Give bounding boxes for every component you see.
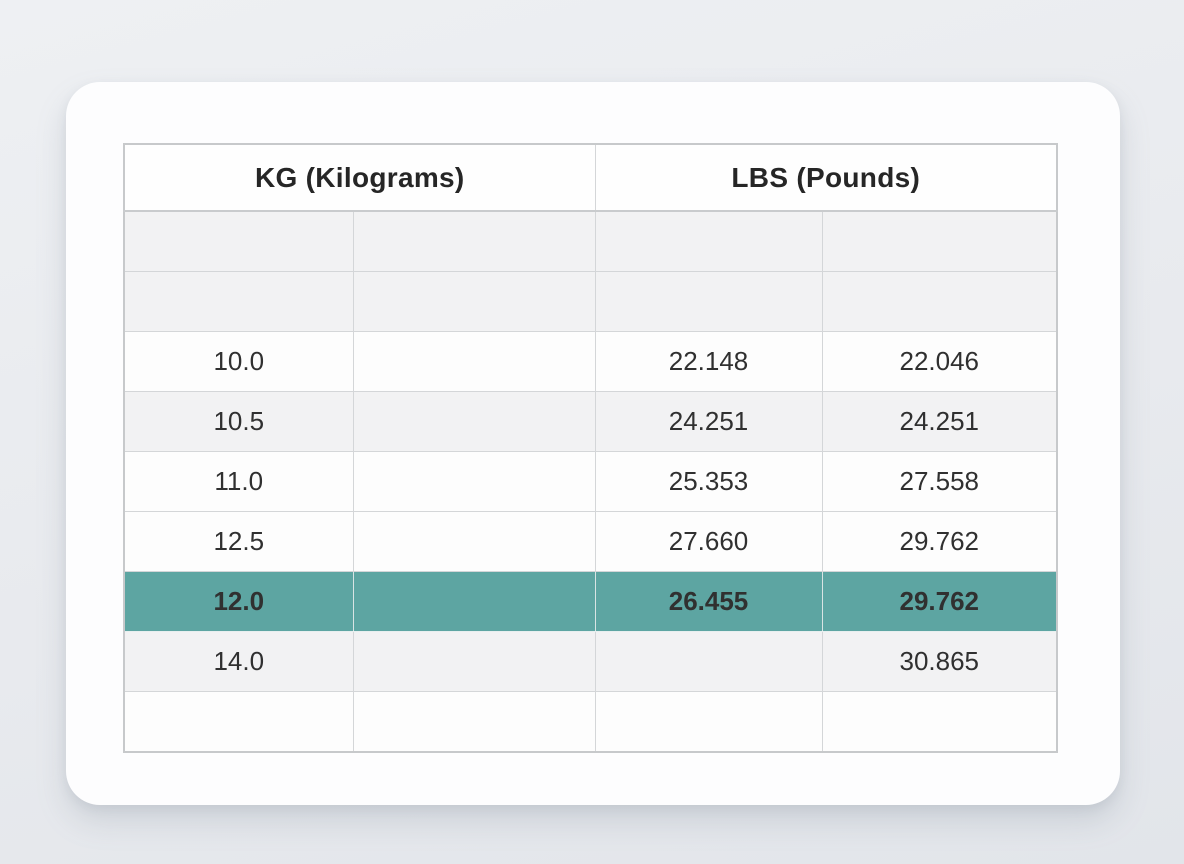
table-cell: 22.148 xyxy=(594,331,823,392)
table-cell xyxy=(352,511,596,572)
table-cell: 29.762 xyxy=(821,571,1058,632)
table-cell xyxy=(352,210,596,272)
table-cell: 10.0 xyxy=(123,331,354,392)
table-cell xyxy=(821,691,1058,753)
table-cell xyxy=(352,331,596,392)
table-cell xyxy=(821,271,1058,332)
table-cell xyxy=(352,391,596,452)
table-cell xyxy=(123,271,354,332)
conversion-card: KG (Kilograms) LBS (Pounds) 10.0 22.148 22… xyxy=(66,82,1120,805)
table-cell: 12.0 xyxy=(123,571,354,632)
table-cell xyxy=(594,631,823,692)
table-cell: 25.353 xyxy=(594,451,823,512)
table-row[interactable] xyxy=(123,691,1058,753)
table-cell xyxy=(352,631,596,692)
table-cell: 11.0 xyxy=(123,451,354,512)
table-row[interactable] xyxy=(123,271,1058,332)
table-cell: 26.455 xyxy=(594,571,823,632)
header-row: KG (Kilograms) LBS (Pounds) xyxy=(123,143,1058,212)
table-row[interactable]: 11.0 25.353 27.558 xyxy=(123,451,1058,512)
table-cell: 10.5 xyxy=(123,391,354,452)
table-cell xyxy=(352,271,596,332)
table-row[interactable]: 12.5 27.660 29.762 xyxy=(123,511,1058,572)
table-cell: 30.865 xyxy=(821,631,1058,692)
table-cell xyxy=(123,691,354,753)
table-cell xyxy=(123,210,354,272)
table-cell xyxy=(352,691,596,753)
table-cell: 27.558 xyxy=(821,451,1058,512)
table-body: 10.0 22.148 22.046 10.5 24.251 24.251 11.0 25.3… xyxy=(123,210,1058,753)
table-cell: 14.0 xyxy=(123,631,354,692)
table-header: KG (Kilograms) LBS (Pounds) xyxy=(123,143,1058,212)
lbs-header: LBS (Pounds) xyxy=(594,143,1058,212)
table-cell xyxy=(594,691,823,753)
table-cell: 24.251 xyxy=(821,391,1058,452)
table-cell: 22.046 xyxy=(821,331,1058,392)
table-cell: 24.251 xyxy=(594,391,823,452)
table-cell: 12.5 xyxy=(123,511,354,572)
table-row[interactable]: 10.5 24.251 24.251 xyxy=(123,391,1058,452)
table-row-highlighted[interactable]: 12.0 26.455 29.762 xyxy=(123,571,1058,632)
table-cell xyxy=(821,210,1058,272)
table-cell: 29.762 xyxy=(821,511,1058,572)
conversion-table: KG (Kilograms) LBS (Pounds) 10.0 22.148 22… xyxy=(123,143,1059,753)
table-cell xyxy=(352,451,596,512)
table-row[interactable]: 14.0 30.865 xyxy=(123,631,1058,692)
table-cell xyxy=(352,571,596,632)
table-cell xyxy=(594,271,823,332)
table-cell xyxy=(594,210,823,272)
table-row[interactable]: 10.0 22.148 22.046 xyxy=(123,331,1058,392)
kg-header: KG (Kilograms) xyxy=(123,143,596,212)
table-row[interactable] xyxy=(123,210,1058,272)
table-cell: 27.660 xyxy=(594,511,823,572)
